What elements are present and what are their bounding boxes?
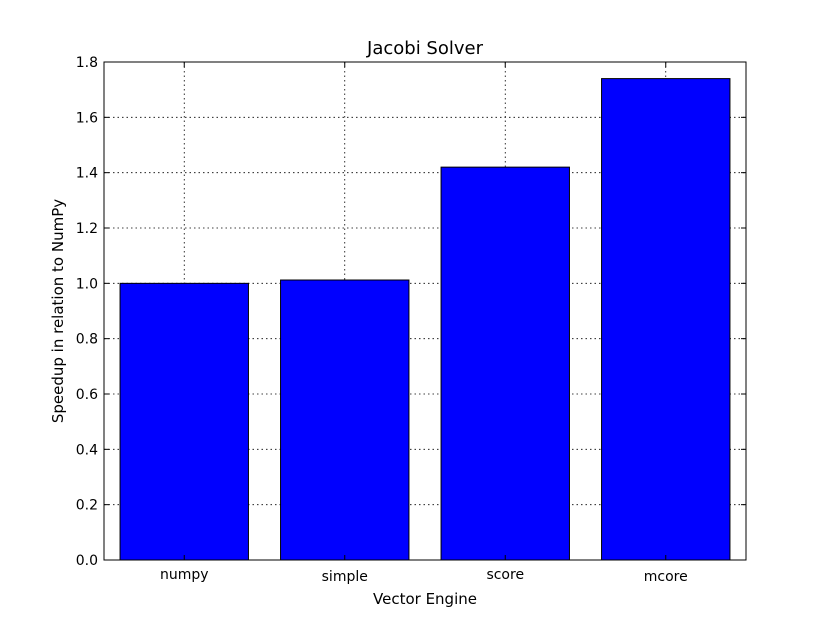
x-axis-label: Vector Engine	[373, 590, 477, 608]
x-tick-label: numpy	[160, 567, 209, 583]
chart-title: Jacobi Solver	[366, 38, 484, 59]
y-tick-label: 0.0	[76, 553, 98, 569]
plot-frame	[103, 61, 747, 561]
x-tick-label: score	[486, 567, 524, 583]
y-tick-label: 0.6	[76, 387, 98, 403]
y-tick-label: 0.4	[76, 442, 98, 458]
bar-simple	[280, 279, 410, 561]
y-tick-label: 0.2	[76, 498, 98, 514]
y-tick-label: 0.8	[76, 332, 98, 348]
bar-numpy	[119, 282, 249, 561]
bars	[119, 78, 731, 561]
x-tick-label: mcore	[644, 569, 688, 585]
y-tick-label: 1.2	[76, 221, 98, 237]
bar-score	[440, 166, 570, 561]
y-axis-label: Speedup in relation to NumPy	[49, 199, 67, 423]
y-tick-label: 1.6	[76, 110, 98, 126]
y-tick-label: 1.4	[76, 166, 98, 182]
x-tick-label: simple	[322, 569, 368, 585]
bar-mcore	[601, 78, 731, 561]
y-tick-label: 1.0	[76, 276, 98, 292]
ticks: 0.0 0.2 0.4 0.6 0.8 1.0 1.2 1.4 1.6 1.8 numpy simpl…	[76, 55, 746, 585]
y-tick-label: 1.8	[76, 55, 98, 71]
